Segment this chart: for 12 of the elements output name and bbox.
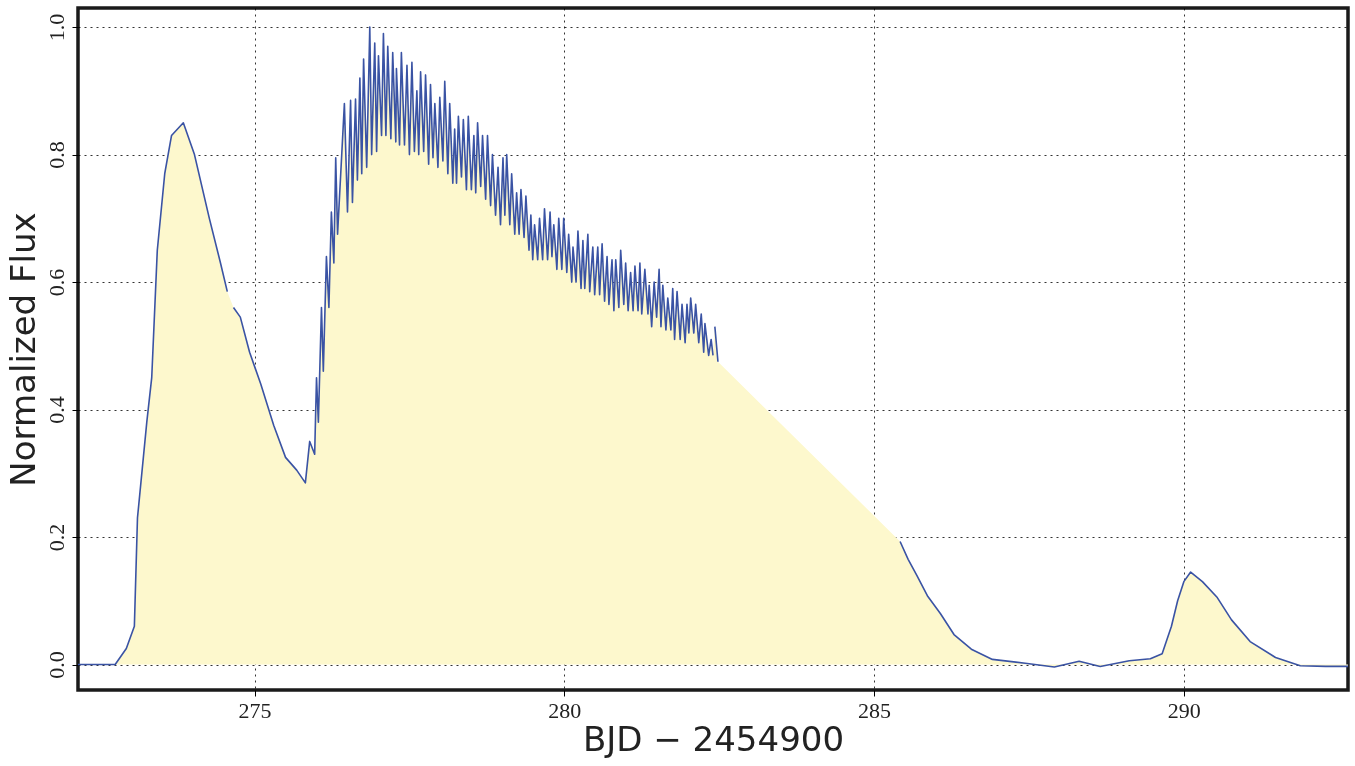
x-tick-label: 285 [858,697,892,723]
x-tick-label: 280 [548,697,582,723]
y-tick-label: 0.2 [43,523,69,552]
x-axis-title: BJD − 2454900 [582,718,845,759]
y-tick-label: 0.0 [43,651,69,679]
y-tick-label: 0.4 [43,396,69,424]
y-axis-title: Normalized Flux [2,212,43,487]
y-tick-label: 0.8 [43,141,69,169]
x-tick-label: 275 [238,697,272,723]
y-tick-label: 0.6 [43,268,69,297]
x-tick-label: 290 [1167,697,1201,723]
y-tick-label: 1.0 [43,13,69,42]
